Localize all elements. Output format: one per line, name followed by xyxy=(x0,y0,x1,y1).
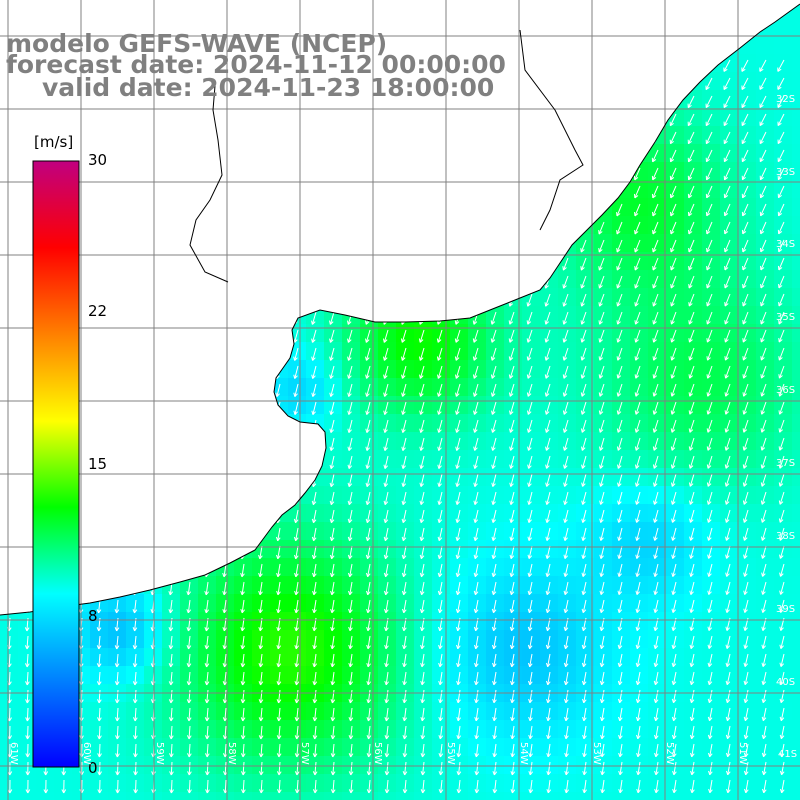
longitude-label: 57W xyxy=(299,742,310,765)
longitude-label: 52W xyxy=(664,742,675,765)
latitude-label: 41S xyxy=(778,749,798,760)
colorbar-tick: 22 xyxy=(88,302,108,320)
longitude-label: 58W xyxy=(226,742,237,765)
latitude-label: 39S xyxy=(776,604,796,615)
longitude-label: 59W xyxy=(154,742,165,765)
colorbar-tick: 0 xyxy=(88,759,98,777)
latitude-label: 40S xyxy=(776,677,796,688)
latitude-label: 32S xyxy=(776,94,796,105)
forecast-date: forecast date: 2024-11-12 00:00:00 xyxy=(6,50,506,79)
longitude-label: 53W xyxy=(591,742,602,765)
longitude-label: 55W xyxy=(445,742,456,765)
longitude-label: 56W xyxy=(372,742,383,765)
latitude-label: 33S xyxy=(776,167,796,178)
colorbar-unit: [m/s] xyxy=(34,133,74,151)
coastline xyxy=(0,0,800,615)
colorbar-tick: 8 xyxy=(88,607,98,625)
longitude-label: 54W xyxy=(518,742,529,765)
colorbar-tick: 30 xyxy=(88,151,108,169)
longitude-label: 51W xyxy=(737,742,748,765)
longitude-label: 60W xyxy=(81,742,92,765)
latitude-label: 36S xyxy=(776,385,796,396)
model-title: modelo GEFS-WAVE (NCEP) xyxy=(6,29,388,58)
longitude-label: 61W xyxy=(8,742,19,765)
latitude-label: 38S xyxy=(776,531,796,542)
latitude-label: 35S xyxy=(776,312,796,323)
colorbar xyxy=(32,160,80,768)
valid-date: valid date: 2024-11-23 18:00:00 xyxy=(42,73,495,102)
latitude-label: 37S xyxy=(776,458,796,469)
latitude-label: 34S xyxy=(776,239,796,250)
colorbar-tick: 15 xyxy=(88,455,108,473)
